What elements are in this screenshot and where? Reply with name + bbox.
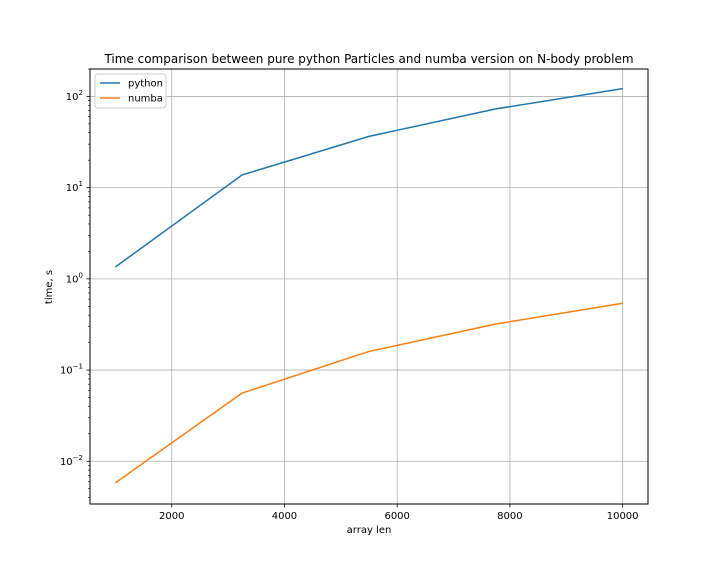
chart-title: Time comparison between pure python Part… bbox=[103, 52, 633, 66]
y-axis-label: time, s bbox=[44, 270, 55, 304]
grid-lines bbox=[90, 69, 648, 504]
x-tick-label: 4000 bbox=[272, 511, 297, 522]
legend: python numba bbox=[94, 73, 167, 109]
legend-label-numba: numba bbox=[128, 94, 163, 105]
y-tick-label: 100 bbox=[66, 271, 83, 285]
x-tick-label: 6000 bbox=[384, 511, 409, 522]
legend-label-python: python bbox=[128, 79, 163, 90]
y-tick-label: 10−1 bbox=[60, 363, 83, 377]
x-tick-label: 2000 bbox=[159, 511, 184, 522]
y-tick-label: 10−2 bbox=[60, 454, 83, 468]
series-line-numba bbox=[114, 302, 623, 484]
plot-frame bbox=[89, 68, 649, 505]
x-axis-label: array len bbox=[347, 525, 392, 536]
series-lines bbox=[114, 87, 623, 484]
x-tick-label: 8000 bbox=[497, 511, 522, 522]
axis-ticks: 2000 4000 6000 8000 10000 10−2 10−1 100 101 102 bbox=[60, 68, 639, 522]
series-line-python bbox=[114, 87, 623, 268]
y-tick-label: 102 bbox=[66, 89, 83, 103]
x-tick-label: 10000 bbox=[607, 511, 639, 522]
y-tick-label: 101 bbox=[66, 180, 83, 194]
